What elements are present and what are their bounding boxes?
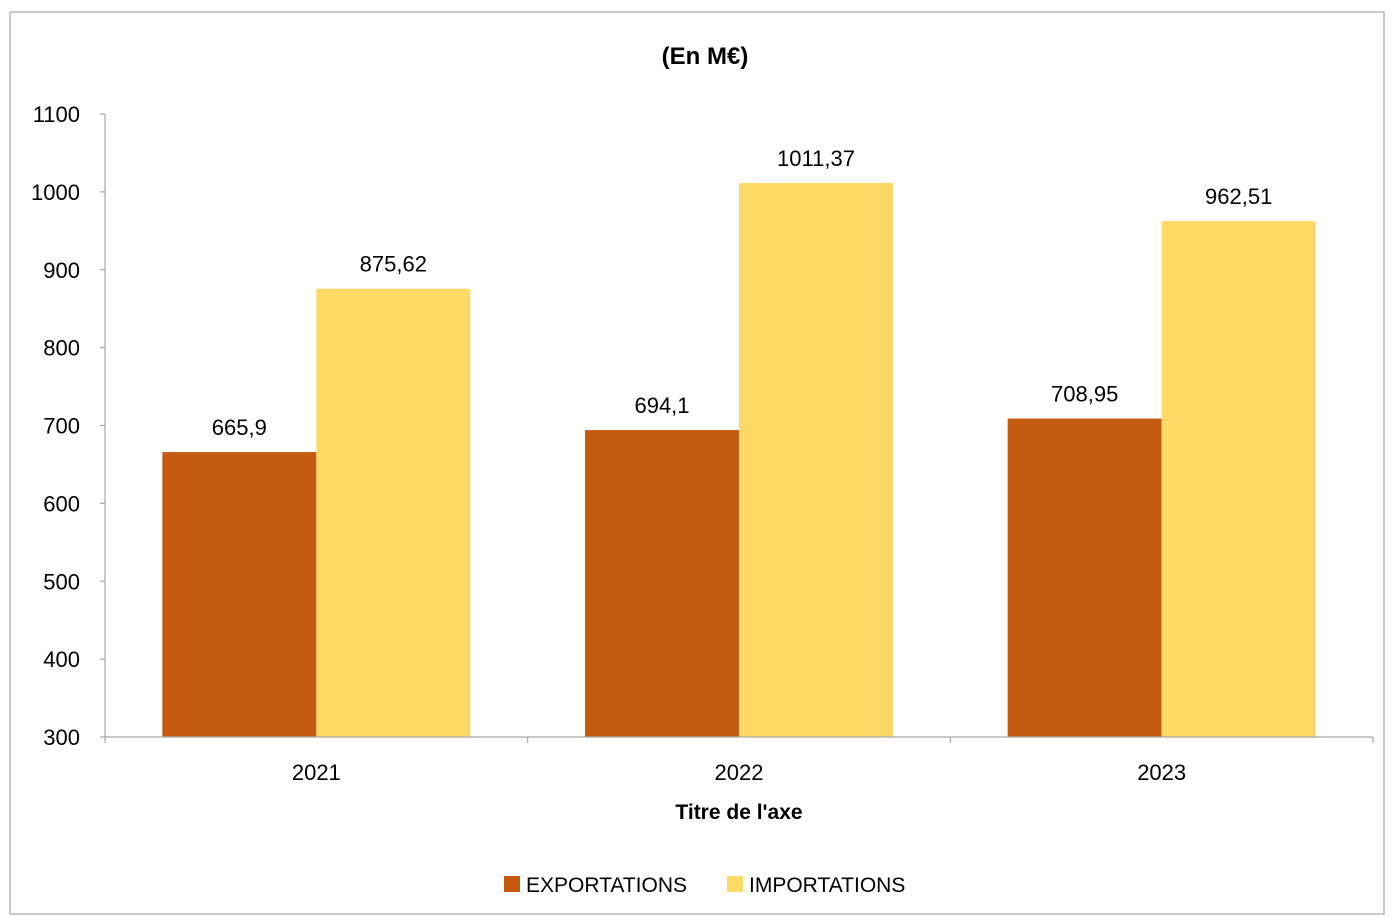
x-axis-ticks: 2021 2022 2023 — [104, 737, 1374, 785]
data-label-importations-2022: 1011,37 — [777, 146, 855, 171]
y-tick-label: 1100 — [33, 102, 80, 127]
data-labels-group: 665,9 875,62 694,1 1011,37 708,95 962,51 — [212, 146, 1273, 440]
y-tick-label: 800 — [43, 336, 80, 361]
y-tick-label: 700 — [43, 414, 80, 439]
data-label-exportations-2021: 665,9 — [212, 415, 267, 440]
legend-label-importations: IMPORTATIONS — [749, 874, 905, 897]
y-tick-label: 1000 — [31, 180, 80, 205]
bar-exportations-2022 — [585, 430, 739, 737]
chart-title: (En M€) — [662, 43, 749, 70]
legend: EXPORTATIONS IMPORTATIONS — [504, 874, 905, 897]
y-tick-label: 500 — [43, 569, 80, 594]
data-label-exportations-2022: 694,1 — [634, 393, 689, 418]
bar-exportations-2021 — [162, 452, 317, 737]
data-label-importations-2023: 962,51 — [1205, 184, 1272, 209]
legend-swatch-exportations — [504, 876, 520, 892]
y-axis-ticks: 300 400 500 600 700 800 900 1000 1100 — [31, 102, 105, 750]
x-tick-label-2021: 2021 — [292, 760, 341, 785]
y-tick-label: 400 — [43, 647, 80, 672]
bar-exportations-2023 — [1007, 418, 1162, 737]
y-tick-label: 300 — [43, 725, 80, 750]
x-axis-title: Titre de l'axe — [675, 801, 802, 824]
data-label-importations-2021: 875,62 — [360, 252, 427, 277]
legend-swatch-importations — [727, 876, 743, 892]
bar-importations-2022 — [739, 183, 893, 737]
bars-group — [162, 183, 1316, 738]
data-label-exportations-2023: 708,95 — [1051, 382, 1118, 407]
y-tick-label: 900 — [43, 258, 80, 283]
x-tick-label-2022: 2022 — [715, 760, 764, 785]
legend-label-exportations: EXPORTATIONS — [526, 874, 687, 897]
y-tick-label: 600 — [43, 491, 80, 516]
bar-importations-2023 — [1161, 221, 1316, 738]
x-tick-label-2023: 2023 — [1137, 760, 1186, 785]
bar-importations-2021 — [316, 288, 471, 737]
